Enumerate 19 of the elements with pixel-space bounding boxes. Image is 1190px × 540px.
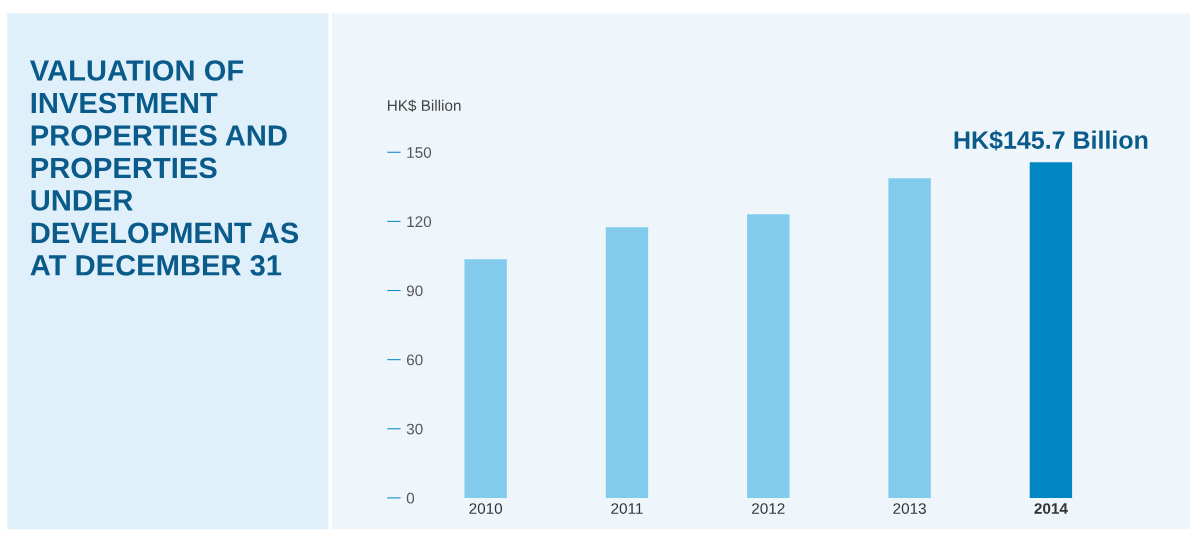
text: VALUATION OF INVESTMENT PROPERTIES AND PROPERTIES UNDER DEVELOPMENT AS AT DECEMBER 31 <box>29 60 299 276</box>
x-tick-label: 2014 <box>1034 503 1068 514</box>
x-tick-label: 2011 <box>611 503 643 514</box>
bar <box>605 227 649 498</box>
y-axis-title: HK$ Billion <box>388 99 461 112</box>
data-label: HK$145.7 Billion <box>954 130 1148 151</box>
y-tick-label: 150 <box>407 147 432 158</box>
x-tick-label: 2012 <box>752 503 785 514</box>
x-tick-label: 2013 <box>893 503 926 514</box>
x-tick-label: 2010 <box>469 503 503 514</box>
y-tick-label: 0 <box>406 492 415 504</box>
bar <box>464 259 507 498</box>
y-tick-label: 30 <box>406 423 423 435</box>
y-tick-label: 120 <box>407 216 432 228</box>
y-tick-label: 60 <box>406 354 423 366</box>
bar <box>747 214 790 498</box>
bar <box>888 178 931 498</box>
y-tick-label: 90 <box>406 285 423 297</box>
bar <box>1029 162 1073 498</box>
